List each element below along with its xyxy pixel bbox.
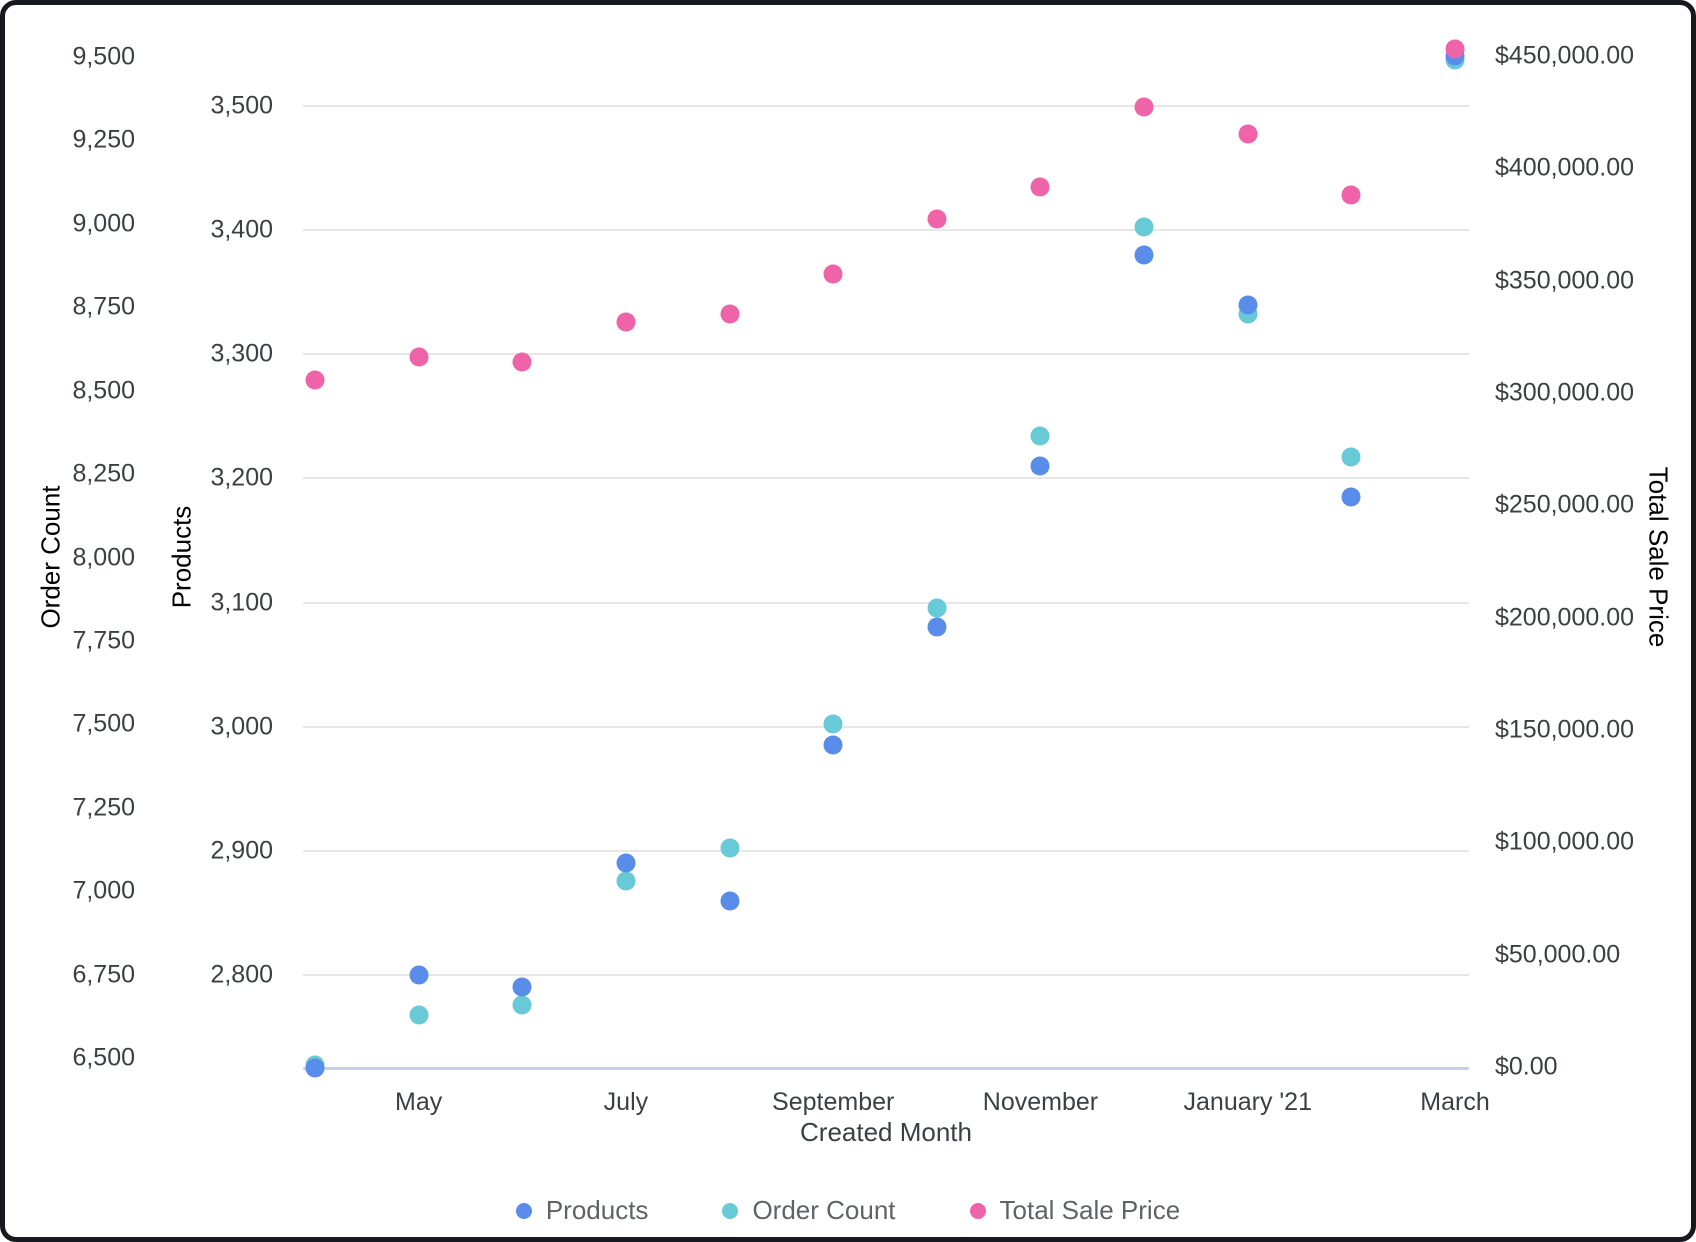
data-point-products[interactable] <box>1030 456 1050 476</box>
gridline <box>303 477 1469 480</box>
x-axis-line <box>303 1067 1469 1070</box>
total-sale-price-axis-title: Total Sale Price <box>1643 466 1674 648</box>
data-point-total-sale-price[interactable] <box>1445 39 1465 59</box>
data-point-order-count[interactable] <box>409 1005 429 1025</box>
legend-item-total-sale-price[interactable]: Total Sale Price <box>969 1195 1181 1226</box>
data-point-total-sale-price[interactable] <box>409 347 429 367</box>
data-point-order-count[interactable] <box>1341 447 1361 467</box>
order_count-tick-label: 9,000 <box>72 209 135 238</box>
total_sale_price-tick-label: $0.00 <box>1495 1052 1558 1081</box>
x-tick-label: March <box>1420 1088 1490 1116</box>
data-point-total-sale-price[interactable] <box>1341 185 1361 205</box>
x-tick-label: November <box>982 1088 1099 1116</box>
total_sale_price-tick-label: $250,000.00 <box>1495 490 1635 519</box>
legend-item-products[interactable]: Products <box>515 1195 649 1226</box>
total_sale_price-tick-label: $350,000.00 <box>1495 266 1635 295</box>
gridline <box>303 601 1469 604</box>
gridline <box>303 849 1469 852</box>
order_count-tick-label: 8,250 <box>72 459 135 488</box>
legend: Products Order Count Total Sale Price <box>5 1195 1691 1226</box>
data-point-products[interactable] <box>305 1058 325 1078</box>
products-tick-label: 3,000 <box>210 712 273 741</box>
data-point-products[interactable] <box>720 891 740 910</box>
gridline <box>303 725 1469 728</box>
data-point-total-sale-price[interactable] <box>616 312 636 332</box>
data-point-order-count[interactable] <box>720 838 740 858</box>
order_count-tick-label: 6,750 <box>72 960 135 989</box>
x-tick-label: July <box>603 1088 649 1116</box>
order_count-tick-label: 7,500 <box>72 709 135 738</box>
data-point-total-sale-price[interactable] <box>512 352 532 372</box>
total_sale_price-tick-label: $50,000.00 <box>1495 940 1621 969</box>
data-point-total-sale-price[interactable] <box>1030 177 1050 197</box>
order_count-tick-label: 7,250 <box>72 793 135 822</box>
legend-dot-icon <box>515 1202 532 1219</box>
order_count-tick-label: 8,750 <box>72 292 135 321</box>
order_count-tick-label: 8,500 <box>72 376 135 405</box>
x-tick-label: September <box>772 1088 895 1116</box>
products-tick-label: 3,100 <box>210 588 273 617</box>
total_sale_price-tick-label: $150,000.00 <box>1495 715 1635 744</box>
products-tick-label: 3,300 <box>210 339 273 368</box>
data-point-products[interactable] <box>616 853 636 873</box>
products-axis-title: Products <box>166 505 197 609</box>
data-point-products[interactable] <box>823 735 843 755</box>
scatter-plot-area: 9,500 9,250 9,000 8,750 8,500 8,250 8,000 7,750… <box>5 5 1691 1237</box>
data-point-order-count[interactable] <box>616 871 636 891</box>
x-tick-label: May <box>395 1088 443 1116</box>
total_sale_price-tick-label: $300,000.00 <box>1495 378 1635 407</box>
data-point-products[interactable] <box>1238 295 1258 315</box>
data-point-order-count[interactable] <box>512 995 532 1015</box>
gridline <box>303 105 1469 107</box>
legend-dot-icon <box>969 1202 986 1219</box>
legend-label: Products <box>545 1195 649 1225</box>
products-tick-label: 3,200 <box>210 463 273 492</box>
x-axis-title: Created Month <box>800 1117 972 1147</box>
data-point-total-sale-price[interactable] <box>305 370 325 390</box>
legend-dot-icon <box>722 1202 739 1219</box>
data-point-products[interactable] <box>409 965 429 985</box>
products-tick-label: 3,400 <box>210 215 273 244</box>
order_count-tick-label: 9,250 <box>72 125 135 154</box>
order_count-tick-label: 9,500 <box>72 42 135 71</box>
data-point-order-count[interactable] <box>1030 426 1050 446</box>
total_sale_price-tick-label: $450,000.00 <box>1495 41 1635 70</box>
data-point-total-sale-price[interactable] <box>927 209 947 229</box>
legend-item-order-count[interactable]: Order Count <box>722 1195 896 1226</box>
gridline <box>303 353 1469 356</box>
data-point-products[interactable] <box>1134 245 1154 265</box>
data-point-products[interactable] <box>927 617 947 637</box>
data-point-order-count[interactable] <box>1134 217 1154 237</box>
gridline <box>303 974 1469 976</box>
data-point-order-count[interactable] <box>823 714 843 734</box>
products-tick-label: 3,500 <box>210 91 273 120</box>
data-point-products[interactable] <box>512 977 532 997</box>
data-point-products[interactable] <box>1341 487 1361 507</box>
legend-label: Total Sale Price <box>999 1195 1181 1225</box>
order-count-axis-title: Order Count <box>35 485 66 629</box>
total_sale_price-tick-label: $200,000.00 <box>1495 603 1635 632</box>
order_count-tick-label: 6,500 <box>72 1043 135 1072</box>
order_count-tick-label: 7,750 <box>72 626 135 655</box>
data-point-order-count[interactable] <box>927 598 947 618</box>
legend-label: Order Count <box>752 1195 896 1225</box>
gridline <box>303 229 1469 232</box>
order_count-tick-label: 7,000 <box>72 876 135 905</box>
data-point-total-sale-price[interactable] <box>720 304 740 324</box>
order_count-tick-label: 8,000 <box>72 543 135 571</box>
total_sale_price-tick-label: $400,000.00 <box>1495 153 1635 182</box>
products-tick-label: 2,900 <box>210 836 273 865</box>
x-tick-label: January '21 <box>1183 1088 1312 1116</box>
data-point-total-sale-price[interactable] <box>1238 124 1258 144</box>
data-point-total-sale-price[interactable] <box>823 264 843 284</box>
total_sale_price-tick-label: $100,000.00 <box>1495 827 1635 856</box>
data-point-total-sale-price[interactable] <box>1134 97 1154 117</box>
products-tick-label: 2,800 <box>210 960 273 989</box>
